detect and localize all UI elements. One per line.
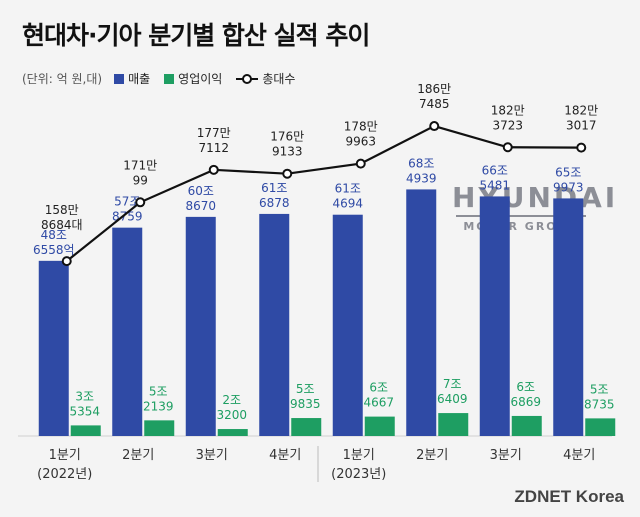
revenue-bar — [332, 214, 363, 436]
total-units-label: 182만 — [564, 104, 598, 118]
total-units-label: 9133 — [272, 145, 303, 159]
total-units-label: 158만 — [45, 203, 79, 217]
operating-profit-label: 6869 — [510, 395, 541, 409]
operating-profit-bar — [144, 420, 175, 436]
total-units-label: 3723 — [492, 118, 523, 132]
operating-profit-label: 2조 — [222, 393, 241, 407]
operating-profit-bar — [511, 415, 542, 436]
total-units-point — [576, 142, 587, 153]
legend-swatch-revenue — [114, 73, 125, 84]
revenue-label: 61조 — [261, 181, 287, 195]
operating-profit-label: 5조 — [296, 382, 315, 396]
legend-item-operating-profit: 영업이익 — [164, 70, 222, 87]
total-units-label: 186만 — [417, 82, 451, 96]
total-units-point — [429, 121, 440, 132]
total-units-point — [135, 197, 146, 208]
revenue-bar — [406, 189, 437, 436]
operating-profit-bar — [217, 429, 248, 436]
x-tick-label: 2분기 — [122, 448, 154, 463]
revenue-bar — [112, 227, 143, 436]
total-units-label: 176만 — [270, 130, 304, 144]
x-tick-label: 2분기 — [416, 448, 448, 463]
x-tick-label: 3분기 — [196, 448, 228, 463]
revenue-label: 65조 — [555, 165, 581, 179]
operating-profit-label: 5354 — [69, 404, 100, 418]
total-units-point — [208, 164, 219, 175]
operating-profit-label: 9835 — [290, 397, 321, 411]
year-label: (2022년) — [37, 467, 92, 482]
operating-profit-label: 4667 — [363, 396, 394, 410]
revenue-bar — [259, 213, 290, 436]
revenue-bar — [479, 196, 510, 436]
total-units-label: 178만 — [344, 120, 378, 134]
revenue-label: 9973 — [553, 180, 584, 194]
legend-item-total-units: 총대수 — [236, 70, 295, 87]
operating-profit-label: 3200 — [216, 408, 247, 422]
revenue-label: 6878 — [259, 196, 290, 210]
x-tick-label: 4분기 — [563, 448, 595, 463]
operating-profit-label: 8735 — [584, 397, 615, 411]
total-units-label: 171만 — [123, 158, 157, 172]
chart-title: 현대차·기아 분기별 합산 실적 추이 — [22, 21, 370, 50]
revenue-bar — [185, 216, 216, 436]
revenue-label: 5481 — [479, 178, 510, 192]
x-tick-label: 4분기 — [269, 448, 301, 463]
revenue-label: 68조 — [408, 156, 434, 170]
total-units-point — [355, 158, 366, 169]
operating-profit-label: 6409 — [437, 392, 468, 406]
total-units-label: 3017 — [566, 119, 597, 133]
legend-label-revenue: 매출 — [128, 72, 151, 86]
logo-main-text: HYUNDAI — [452, 181, 619, 214]
revenue-bar — [553, 198, 584, 436]
revenue-label: 4939 — [406, 171, 437, 185]
operating-profit-bar — [291, 418, 322, 436]
watermark: ZDNET Korea — [514, 487, 624, 506]
operating-profit-bar — [585, 418, 616, 436]
operating-profit-label: 5조 — [590, 382, 609, 396]
total-units-line — [66, 124, 582, 262]
operating-profit-label: 5조 — [149, 384, 168, 398]
total-units-label: 177만 — [197, 126, 231, 140]
total-units-label: 9963 — [345, 135, 376, 149]
operating-profit-label: 7조 — [443, 377, 462, 391]
x-tick-label: 1분기 — [343, 448, 375, 463]
operating-profit-label: 3조 — [75, 389, 94, 403]
legend: (단위: 억 원,대) 매출 영업이익 총대수 — [22, 70, 301, 87]
legend-label-operating-profit: 영업이익 — [178, 72, 223, 86]
total-units-label: 8684대 — [41, 218, 83, 232]
revenue-label: 48조 — [41, 228, 67, 242]
revenue-label: 57조 — [114, 195, 140, 209]
operating-profit-label: 2139 — [143, 399, 174, 413]
total-units-label: 182만 — [491, 103, 525, 117]
operating-profit-bar — [364, 416, 395, 436]
total-units-point — [502, 142, 513, 153]
x-tick-label: 3분기 — [490, 448, 522, 463]
year-label: (2023년) — [331, 467, 386, 482]
legend-swatch-operating-profit — [164, 73, 175, 84]
total-units-point — [282, 168, 293, 179]
unit-label: (단위: 억 원,대) — [22, 72, 103, 86]
legend-label-total-units: 총대수 — [262, 72, 296, 86]
legend-item-revenue: 매출 — [114, 70, 150, 87]
revenue-label: 61조 — [335, 182, 361, 196]
revenue-label: 8670 — [185, 199, 216, 213]
operating-profit-label: 6조 — [369, 381, 388, 395]
operating-profit-bar — [70, 425, 101, 436]
legend-line-marker-icon — [236, 73, 259, 84]
revenue-label: 4694 — [332, 197, 363, 211]
total-units-label: 99 — [133, 173, 148, 187]
x-tick-label: 1분기 — [49, 448, 81, 463]
revenue-label: 66조 — [482, 163, 508, 177]
operating-profit-bar — [438, 413, 469, 436]
revenue-label: 60조 — [188, 184, 214, 198]
total-units-point — [61, 256, 72, 267]
revenue-bar — [38, 260, 69, 436]
operating-profit-label: 6조 — [516, 380, 535, 394]
total-units-label: 7485 — [419, 97, 450, 111]
revenue-label: 6558억 — [33, 243, 75, 257]
total-units-label: 7112 — [198, 141, 229, 155]
